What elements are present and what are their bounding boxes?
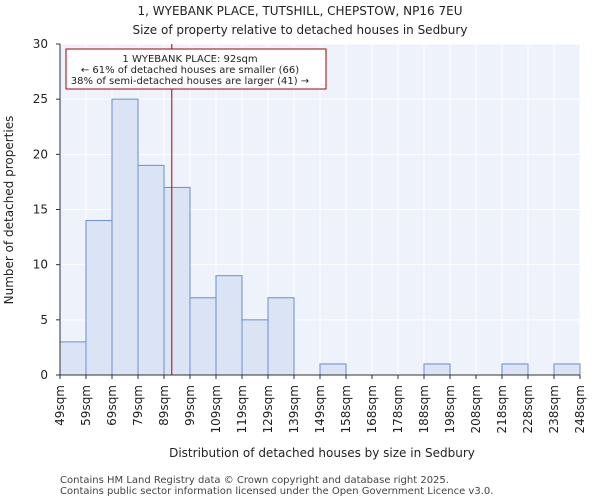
x-tick-label: 158sqm bbox=[339, 385, 353, 433]
y-tick-label: 25 bbox=[33, 92, 48, 106]
bar-109sqm bbox=[215, 275, 243, 376]
y-axis-label: Number of detached properties bbox=[2, 116, 16, 305]
x-tick-label: 228sqm bbox=[521, 385, 535, 433]
y-tick-label: 5 bbox=[40, 313, 48, 327]
x-tick-label: 188sqm bbox=[417, 385, 431, 433]
property-marker: 1 WYEBANK PLACE: 92sqm← 61% of detached … bbox=[65, 44, 327, 375]
bar-188sqm bbox=[423, 363, 451, 376]
bar-129sqm bbox=[267, 297, 295, 376]
x-tick-label: 109sqm bbox=[209, 385, 223, 433]
bar-69sqm bbox=[111, 98, 139, 376]
y-tick-label: 30 bbox=[33, 37, 48, 51]
y-tick-label: 0 bbox=[40, 368, 48, 382]
annotation-box bbox=[65, 48, 327, 90]
x-tick-label: 69sqm bbox=[105, 385, 119, 426]
x-axis-label: Distribution of detached houses by size … bbox=[169, 446, 475, 460]
bar-218sqm bbox=[501, 363, 529, 376]
bar-119sqm bbox=[241, 319, 269, 376]
chart-title: 1, WYEBANK PLACE, TUTSHILL, CHEPSTOW, NP… bbox=[138, 4, 463, 18]
x-tick-label: 168sqm bbox=[365, 385, 379, 433]
bar-238sqm bbox=[553, 363, 581, 376]
x-tick-label: 99sqm bbox=[183, 385, 197, 426]
y-tick-label: 15 bbox=[33, 203, 48, 217]
x-tick-label: 198sqm bbox=[443, 385, 457, 433]
x-tick-label: 248sqm bbox=[573, 385, 587, 433]
footer-line-1: Contains HM Land Registry data © Crown c… bbox=[60, 475, 449, 486]
annotation-line-1: 1 WYEBANK PLACE: 92sqm bbox=[122, 54, 257, 65]
x-tick-label: 79sqm bbox=[131, 385, 145, 426]
x-tick-label: 139sqm bbox=[287, 385, 301, 433]
bar-49sqm bbox=[59, 341, 87, 376]
annotation-line-2: ← 61% of detached houses are smaller (66… bbox=[81, 65, 299, 76]
x-tick-label: 218sqm bbox=[495, 385, 509, 433]
y-tick-label: 20 bbox=[33, 147, 48, 161]
bar-89sqm bbox=[163, 186, 191, 376]
x-tick-label: 59sqm bbox=[79, 385, 93, 426]
x-tick-label: 89sqm bbox=[157, 385, 171, 426]
bars-group bbox=[59, 98, 581, 376]
y-tick-label: 10 bbox=[33, 258, 48, 272]
x-tick-label: 129sqm bbox=[261, 385, 275, 433]
x-tick-label: 119sqm bbox=[235, 385, 249, 433]
footer-line-2: Contains public sector information licen… bbox=[60, 486, 493, 497]
x-tick-label: 238sqm bbox=[547, 385, 561, 433]
x-tick-label: 149sqm bbox=[313, 385, 327, 433]
y-tick-labels: 0 5 10 15 20 25 30 bbox=[33, 37, 60, 382]
chart-subtitle: Size of property relative to detached ho… bbox=[133, 23, 468, 37]
bar-149sqm bbox=[319, 363, 347, 376]
annotation-line-3: 38% of semi-detached houses are larger (… bbox=[71, 76, 309, 87]
bar-59sqm bbox=[85, 220, 113, 376]
x-tick-label: 178sqm bbox=[391, 385, 405, 433]
bar-79sqm bbox=[137, 164, 165, 376]
x-tick-label: 49sqm bbox=[53, 385, 67, 426]
x-tick-label: 208sqm bbox=[469, 385, 483, 433]
x-tick-labels: 49sqm 59sqm 69sqm 79sqm 89sqm 99sqm 109sqm 119s… bbox=[53, 375, 587, 433]
bar-99sqm bbox=[189, 297, 217, 376]
